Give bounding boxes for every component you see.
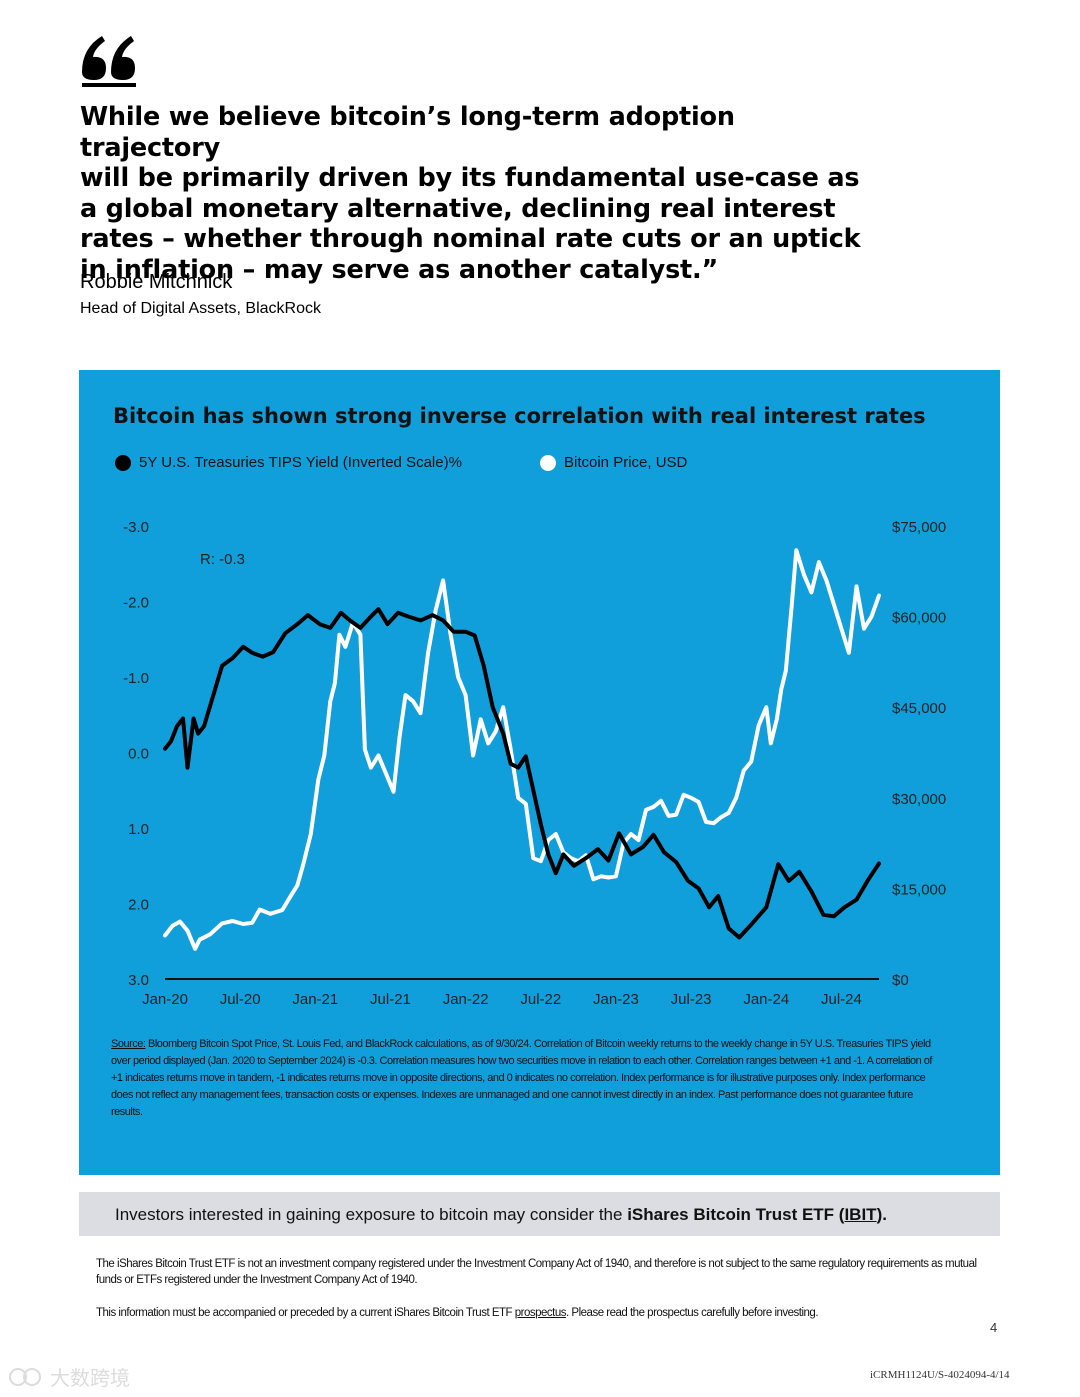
x-axis-tick-label: Jan-20 <box>142 991 188 1008</box>
page-number: 4 <box>990 1320 998 1335</box>
disclaimer-text: The iShares Bitcoin Trust ETF is not an … <box>96 1258 977 1286</box>
x-axis-tick-label: Jul-24 <box>821 991 862 1008</box>
legend-label-tips: 5Y U.S. Treasuries TIPS Yield (Inverted … <box>139 454 462 471</box>
legend-swatch-tips <box>115 454 131 471</box>
cta-prefix: Investors interested in gaining exposure… <box>115 1205 628 1224</box>
source-label: Source: <box>111 1038 146 1050</box>
watermark-text: 大数跨境 <box>50 1368 130 1390</box>
cta-fund-name: iShares Bitcoin Trust ETF <box>627 1205 835 1224</box>
right-axis-tick-label: $75,000 <box>892 519 946 536</box>
x-axis-tick-label: Jul-22 <box>520 991 561 1008</box>
footer-code: iCRMH1124U/S-4024094-4/14 <box>870 1369 1010 1381</box>
legend-item-tips: 5Y U.S. Treasuries TIPS Yield (Inverted … <box>115 454 462 471</box>
bitcoin-price-line <box>163 548 881 951</box>
quote-text: While we believe bitcoin’s long-term ado… <box>80 102 880 285</box>
watermark: 大数跨境 <box>8 1362 130 1391</box>
right-axis-tick-label: $15,000 <box>892 881 946 898</box>
prospectus-note-prefix: This information must be accompanied or … <box>96 1307 515 1319</box>
legend-item-bitcoin: Bitcoin Price, USD <box>540 454 687 471</box>
prospectus-link[interactable]: prospectus <box>514 1307 567 1319</box>
chart-title: Bitcoin has shown strong inverse correla… <box>113 404 926 428</box>
legend-label-bitcoin: Bitcoin Price, USD <box>564 454 688 471</box>
left-axis-tick-label: 0.0 <box>128 746 149 763</box>
line-chart: -3.0 -2.0 -1.0 0.0 1.0 2.0 3.0 $75,000 $60,000 $4… <box>123 519 946 1008</box>
left-axis-tick-label: 3.0 <box>128 972 149 989</box>
right-axis-tick-label: $30,000 <box>892 791 946 808</box>
x-axis-tick-label: Jan-23 <box>593 991 639 1008</box>
ibit-ticker-link[interactable]: IBIT <box>844 1205 877 1224</box>
quote-line: While we believe bitcoin’s long-term ado… <box>80 102 735 163</box>
quote-line: a global monetary alternative, declining… <box>80 193 836 224</box>
x-axis-tick-label: Jul-21 <box>370 991 411 1008</box>
chart-panel: Bitcoin has shown strong inverse correla… <box>79 370 1000 1175</box>
correlation-annotation: R: -0.3 <box>200 551 245 568</box>
quote-line: in inflation – may serve as another cata… <box>80 254 719 285</box>
cta-close: ). <box>876 1205 887 1224</box>
source-note: Source: Bloomberg Bitcoin Spot Price, St… <box>111 1036 941 1121</box>
x-axis-tick-label: Jul-20 <box>220 991 261 1008</box>
tips-yield-line <box>163 607 881 940</box>
quote-author-title: Head of Digital Assets, BlackRock <box>80 300 321 317</box>
x-axis-tick-label: Jul-23 <box>671 991 712 1008</box>
left-axis-tick-label: -2.0 <box>123 595 149 612</box>
x-axis-tick-label: Jan-24 <box>743 991 789 1008</box>
watermark-logo-icon <box>9 1367 41 1386</box>
prospectus-note: This information must be accompanied or … <box>96 1307 996 1319</box>
legend-swatch-bitcoin <box>540 454 556 471</box>
left-axis-tick-label: -1.0 <box>123 670 149 687</box>
left-axis-tick-label: 1.0 <box>128 821 149 838</box>
source-text: Bloomberg Bitcoin Spot Price, St. Louis … <box>111 1038 932 1118</box>
left-axis-tick-label: 2.0 <box>128 897 149 914</box>
cta-text: Investors interested in gaining exposure… <box>115 1205 887 1225</box>
cta-bar: Investors interested in gaining exposure… <box>79 1192 1000 1236</box>
left-axis-tick-label: -3.0 <box>123 519 149 536</box>
quote-author: Robbie Mitchnick <box>80 271 233 293</box>
x-axis-tick-label: Jan-22 <box>443 991 489 1008</box>
right-axis-tick-label: $0 <box>892 972 909 989</box>
quote-mark-icon <box>82 36 136 87</box>
right-axis-tick-label: $60,000 <box>892 610 946 627</box>
right-axis-tick-label: $45,000 <box>892 700 946 717</box>
cta-open: ( <box>834 1205 845 1224</box>
x-axis-tick-label: Jan-21 <box>292 991 338 1008</box>
prospectus-note-suffix: . Please read the prospectus carefully b… <box>566 1307 819 1319</box>
quote-line: rates – whether through nominal rate cut… <box>80 224 861 254</box>
quote-line: will be primarily driven by its fundamen… <box>80 163 860 193</box>
